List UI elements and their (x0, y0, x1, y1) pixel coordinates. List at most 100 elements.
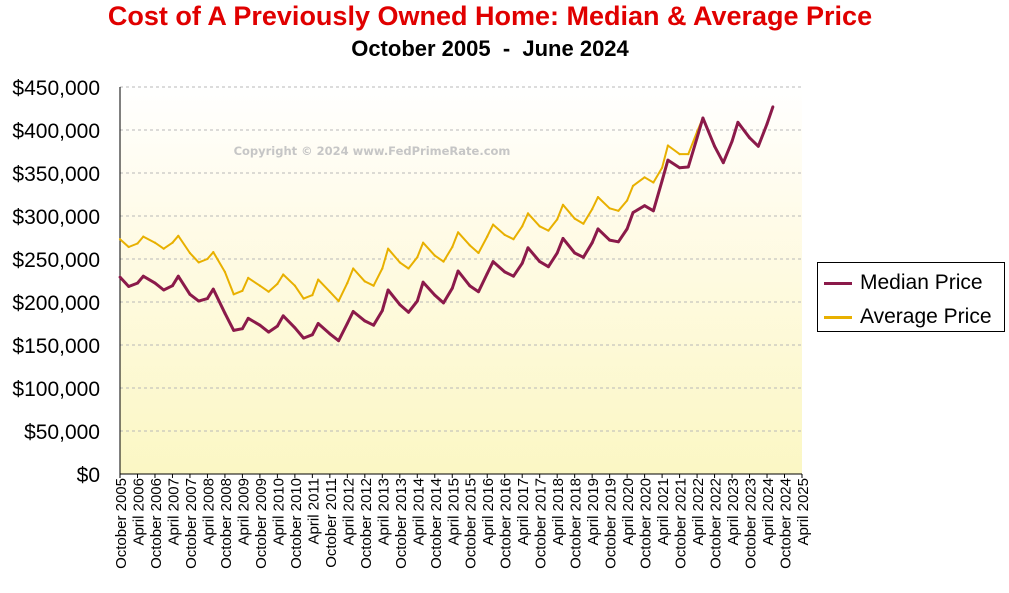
median-data-point (171, 284, 174, 288)
average-data-point (206, 257, 209, 261)
average-data-point (626, 199, 629, 202)
average-data-point (666, 144, 670, 147)
x-tick-label: April 2010 (270, 478, 287, 546)
median-data-point (267, 330, 270, 334)
median-data-point (660, 179, 664, 183)
x-tick-label: April 2023 (725, 478, 742, 546)
x-tick-label: October 2023 (743, 478, 760, 569)
median-data-point (736, 120, 740, 124)
x-tick-label: April 2015 (445, 478, 462, 546)
x-tick-label: April 2017 (515, 478, 532, 546)
median-data-point (695, 136, 699, 140)
median-data-point (206, 297, 209, 300)
x-tick-label: April 2007 (165, 478, 182, 546)
average-data-point (212, 251, 215, 254)
median-data-point (526, 246, 530, 250)
average-data-point (477, 251, 480, 255)
median-data-point (477, 290, 480, 294)
average-data-point (422, 241, 425, 244)
median-data-point (398, 303, 402, 306)
average-data-point (162, 247, 165, 250)
average-data-point (302, 297, 305, 300)
average-data-point (363, 280, 366, 283)
average-data-point (433, 254, 436, 257)
average-data-point (582, 222, 585, 225)
x-tick-label: April 2011 (305, 478, 322, 544)
median-data-point (678, 166, 681, 170)
y-tick-label: $100,000 (12, 378, 100, 401)
average-data-point (416, 256, 419, 259)
legend: Median Price Average Price (817, 262, 1005, 332)
average-data-point (142, 235, 145, 238)
average-data-point (197, 261, 200, 264)
average-data-point (282, 273, 285, 276)
median-data-point (771, 105, 775, 109)
median-data-point (582, 255, 585, 259)
average-data-point (372, 284, 375, 287)
x-tick-label: April 2012 (340, 478, 357, 546)
y-tick-label: $300,000 (12, 206, 100, 229)
average-data-point (468, 244, 471, 247)
x-tick-label: October 2010 (288, 478, 305, 569)
median-data-point (258, 323, 262, 327)
y-tick-label: $200,000 (12, 292, 100, 315)
median-data-point (608, 238, 611, 242)
legend-swatch-median (824, 281, 852, 285)
median-data-point (730, 139, 734, 143)
median-data-point (561, 237, 565, 240)
average-data-point (492, 223, 495, 226)
average-data-point (547, 229, 550, 232)
median-data-point (520, 261, 524, 265)
average-data-point (387, 247, 390, 250)
x-tick-label: April 2020 (620, 478, 637, 546)
x-tick-label: April 2014 (410, 478, 427, 546)
average-data-point (512, 238, 515, 241)
x-tick-label: October 2018 (568, 478, 585, 569)
average-data-point (118, 238, 122, 241)
median-data-point (407, 310, 410, 314)
average-data-point (407, 267, 410, 270)
median-data-point (241, 327, 244, 331)
median-data-point (345, 322, 349, 325)
average-data-point (352, 267, 355, 270)
average-data-point (328, 290, 331, 293)
x-tick-label: October 2014 (428, 478, 445, 569)
average-data-point (503, 233, 506, 236)
average-data-point (442, 260, 445, 263)
average-data-point (556, 218, 559, 221)
median-data-point (246, 316, 250, 320)
median-data-point (141, 274, 145, 278)
x-tick-label: October 2020 (638, 478, 655, 569)
legend-item-median: Median Price (824, 269, 983, 297)
chart-subtitle: October 2005 - June 2024 (351, 36, 629, 61)
x-tick-label: October 2012 (358, 478, 375, 569)
legend-label-average: Average Price (860, 305, 992, 328)
x-tick-label: April 2016 (480, 478, 497, 546)
x-tick-label: April 2008 (200, 478, 217, 546)
average-data-point (591, 208, 594, 211)
median-data-point (162, 288, 166, 292)
average-data-point (232, 293, 235, 296)
average-data-point (153, 241, 157, 244)
median-data-point (625, 227, 629, 231)
x-tick-label: October 2006 (148, 478, 165, 569)
median-data-point (118, 275, 122, 279)
median-data-point (380, 309, 384, 312)
average-data-point (643, 176, 646, 179)
median-data-point (386, 288, 390, 292)
average-data-point (631, 184, 635, 187)
median-data-point (415, 299, 419, 303)
median-data-point (468, 284, 472, 288)
x-tick-label: October 2009 (253, 478, 270, 569)
median-data-point (232, 329, 236, 332)
x-tick-label: October 2013 (393, 478, 410, 569)
median-data-point (450, 286, 454, 290)
median-data-point (188, 292, 192, 296)
average-data-point (596, 196, 600, 199)
average-data-point (177, 234, 180, 237)
x-tick-label: October 2024 (778, 478, 795, 569)
median-data-point (596, 227, 600, 231)
average-data-point (171, 241, 174, 244)
x-tick-label: April 2009 (235, 478, 252, 546)
average-data-point (127, 245, 130, 249)
